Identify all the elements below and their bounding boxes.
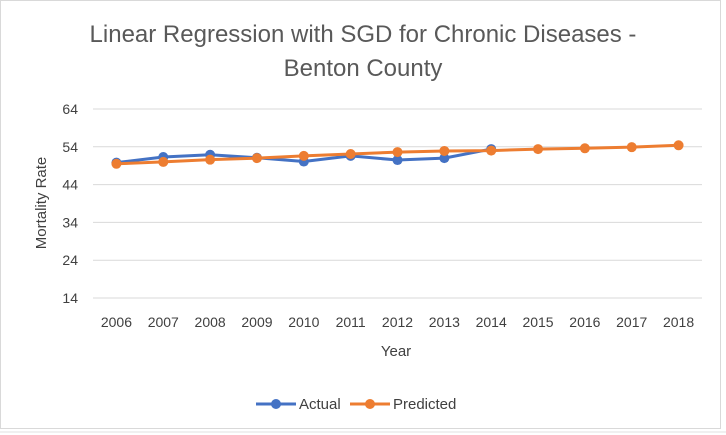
y-tick-label: 24	[62, 252, 78, 268]
series-lines	[111, 140, 684, 169]
legend-item-actual: Actual	[256, 396, 341, 413]
x-tick-label: 2009	[241, 314, 272, 330]
x-tick-label: 2011	[336, 314, 366, 330]
x-tick-label: 2017	[616, 314, 647, 330]
y-tick-label: 44	[62, 177, 78, 193]
actual-data-point	[439, 153, 450, 164]
predicted-data-point	[298, 150, 309, 161]
legend-marker-predicted	[365, 399, 375, 409]
x-tick-label: 2016	[569, 314, 600, 330]
x-tick-label: 2008	[195, 314, 226, 330]
x-tick-label: 2007	[148, 314, 179, 330]
x-tick-label: 2010	[288, 314, 319, 330]
actual-data-point	[392, 155, 403, 166]
legend-marker-actual	[271, 399, 281, 409]
x-tick-label: 2015	[522, 314, 553, 330]
chart-area	[0, 0, 721, 429]
predicted-data-point	[533, 144, 544, 155]
chart-title-line-2: Benton County	[284, 55, 443, 82]
predicted-data-point	[392, 147, 403, 158]
y-tick-label: 54	[62, 139, 78, 155]
y-tick-label: 64	[62, 101, 78, 117]
predicted-data-point	[251, 153, 262, 164]
y-tick-label: 34	[62, 214, 78, 230]
x-tick-label: 2006	[101, 314, 132, 330]
legend-item-predicted: Predicted	[350, 396, 456, 413]
predicted-data-point	[345, 148, 356, 159]
x-tick-label: 2012	[382, 314, 413, 330]
chart-title-line-1: Linear Regression with SGD for Chronic D…	[90, 21, 637, 48]
x-tick-label: 2013	[429, 314, 460, 330]
predicted-data-point	[111, 158, 122, 169]
predicted-data-point	[158, 156, 169, 167]
predicted-data-point	[579, 143, 590, 154]
legend-label-actual: Actual	[299, 396, 341, 413]
y-axis-label: Mortality Rate	[33, 157, 50, 250]
y-axis-ticks: 14 24 34 44 54 64	[62, 101, 78, 306]
predicted-data-point	[673, 140, 684, 151]
predicted-data-point	[626, 142, 637, 153]
x-axis-label: Year	[381, 343, 411, 360]
x-tick-label: 2018	[663, 314, 694, 330]
x-tick-label: 2014	[476, 314, 507, 330]
predicted-data-point	[205, 154, 216, 165]
legend-label-predicted: Predicted	[393, 396, 456, 413]
x-axis-ticks: 2006 2007 2008 2009 2010 2011 2012 2013 2014 2015…	[101, 314, 695, 330]
legend: Actual Predicted	[256, 396, 456, 413]
predicted-data-point	[439, 145, 450, 156]
y-tick-label: 14	[62, 290, 78, 306]
predicted-data-point	[486, 145, 497, 156]
gridlines	[93, 108, 702, 299]
